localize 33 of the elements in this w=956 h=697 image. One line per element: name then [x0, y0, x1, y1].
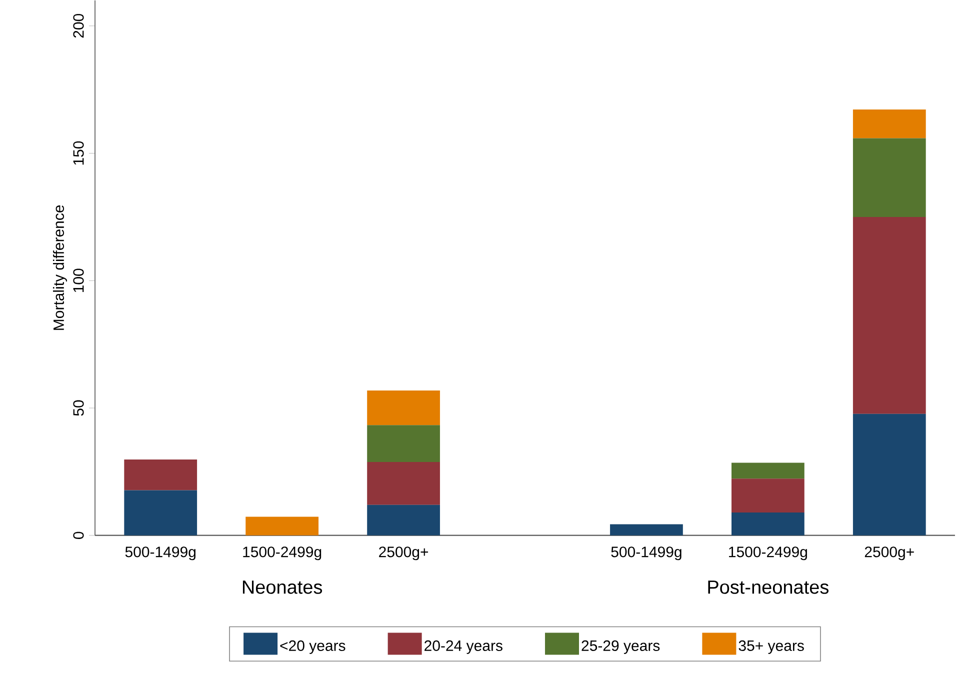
text: Post-neonates — [708, 580, 828, 594]
x-tick-label: 500-1499g — [611, 546, 682, 560]
bar — [852, 216, 926, 414]
bar — [124, 459, 198, 490]
x-tick-label: 500-1499g — [125, 546, 196, 560]
bar — [852, 138, 926, 217]
x-tick-label: 1500-2499g — [729, 546, 807, 560]
y-tick-label: 150 — [73, 141, 84, 164]
y-tick-label: 100 — [73, 268, 84, 292]
bar — [732, 462, 804, 478]
y-axis-title: Mortality difference — [53, 205, 67, 330]
bar — [367, 462, 440, 505]
bar — [124, 490, 198, 536]
bar — [367, 424, 440, 462]
y-tick-label: 0 — [73, 532, 84, 539]
bar — [610, 524, 683, 536]
bar — [732, 478, 804, 512]
legend-label: 25-29 years — [582, 640, 660, 654]
x-tick-label: 1500-2499g — [243, 546, 322, 560]
x-tick-label: 2500g+ — [379, 546, 428, 560]
legend-label: <20 years — [280, 640, 346, 654]
bar — [732, 512, 804, 536]
x-tick-label: 2500g+ — [864, 546, 914, 560]
bar — [852, 109, 926, 138]
legend-label: 35+ years — [738, 640, 804, 654]
bar — [367, 504, 440, 536]
y-tick-label: 200 — [73, 14, 84, 38]
bar — [852, 414, 926, 536]
text: Neonates — [242, 580, 322, 594]
bar — [246, 516, 319, 536]
y-tick-label: 50 — [73, 400, 84, 416]
bar — [367, 390, 440, 425]
legend-label: 20-24 years — [424, 640, 502, 654]
